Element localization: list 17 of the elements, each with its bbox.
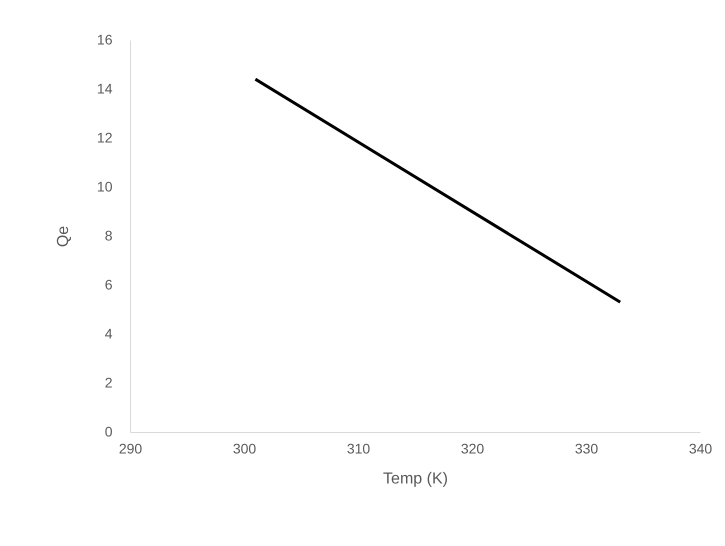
y-axis-title: Qe <box>54 226 72 248</box>
x-tick-label: 330 <box>574 440 598 456</box>
y-tick-label: 4 <box>104 326 113 342</box>
y-tick-label: 10 <box>96 178 113 194</box>
x-tick-label: 310 <box>346 440 370 456</box>
y-tick-label: 12 <box>96 130 113 146</box>
x-axis-title: Temp (K) <box>383 470 448 488</box>
y-tick-label: 0 <box>104 424 113 440</box>
x-tick-label: 320 <box>460 440 484 456</box>
x-tick-label: 300 <box>232 440 256 456</box>
y-tick-label: 16 <box>96 32 113 48</box>
x-tick-label: 290 <box>118 440 142 456</box>
y-tick-label: 14 <box>96 80 113 96</box>
y-tick-label: 2 <box>104 374 113 390</box>
y-tick-label: 6 <box>104 276 113 292</box>
y-tick-label: 8 <box>104 228 113 244</box>
x-tick-label: 340 <box>688 440 712 456</box>
